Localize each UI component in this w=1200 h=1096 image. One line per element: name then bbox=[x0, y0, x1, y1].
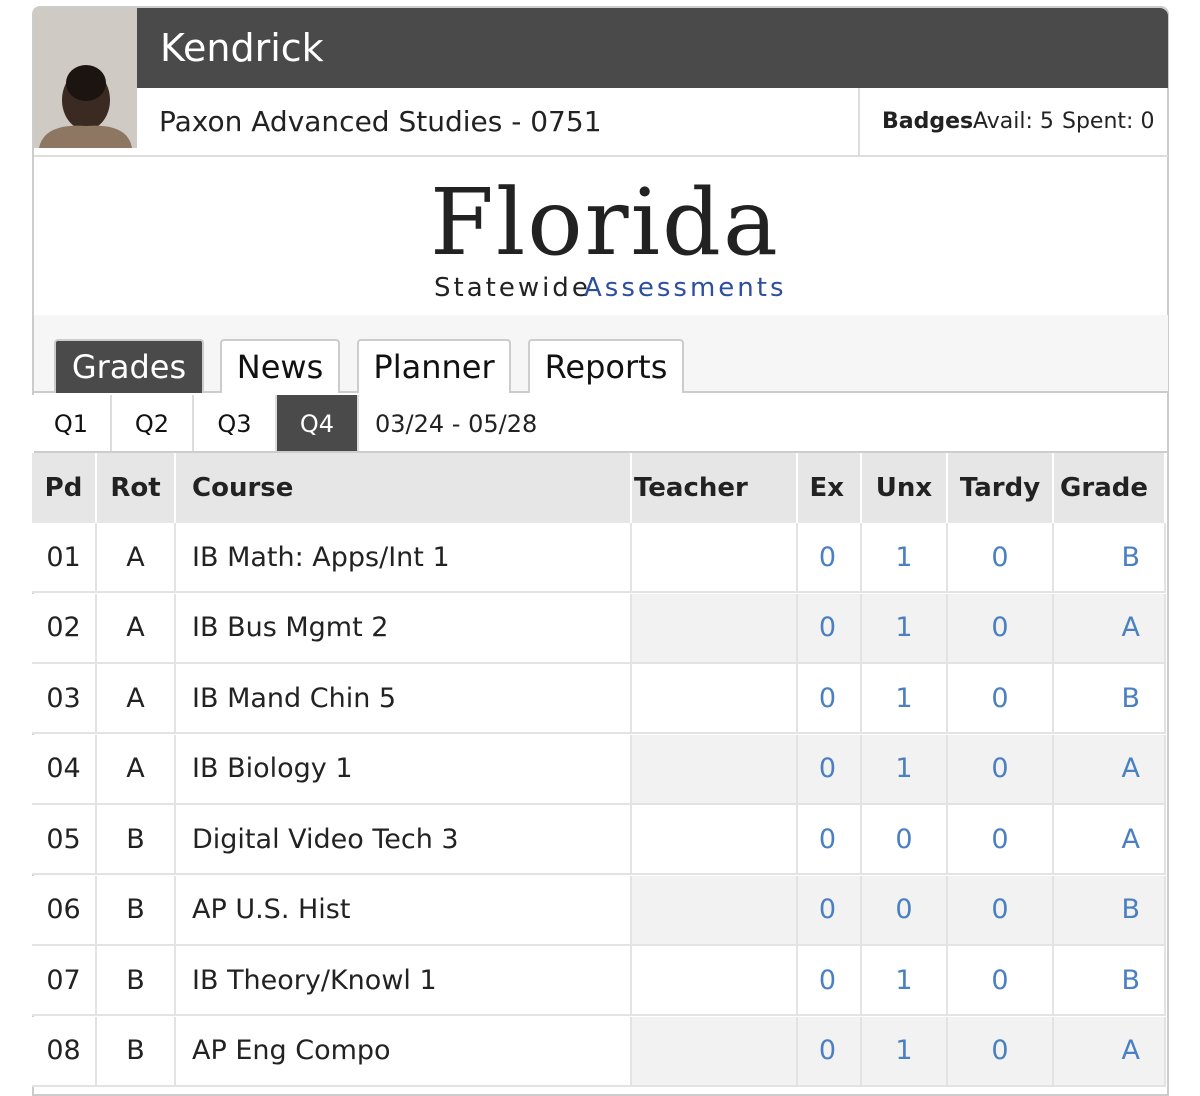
divider bbox=[34, 155, 1168, 157]
table-cell[interactable]: 0 bbox=[862, 805, 948, 875]
table-cell[interactable]: 0 bbox=[862, 875, 948, 946]
table-cell[interactable]: 0 bbox=[948, 664, 1054, 734]
table-cell bbox=[632, 664, 798, 734]
column-header: Pd bbox=[32, 453, 97, 523]
school-name: Paxon Advanced Studies - 0751 bbox=[159, 105, 602, 138]
student-photo bbox=[34, 8, 137, 148]
table-cell[interactable]: 1 bbox=[862, 664, 948, 734]
badges-spent: Spent: 0 bbox=[1062, 109, 1155, 134]
table-cell[interactable]: 1 bbox=[862, 593, 948, 664]
table-cell: B bbox=[97, 805, 176, 875]
table-cell: A bbox=[97, 593, 176, 664]
table-cell[interactable]: 0 bbox=[798, 805, 862, 875]
table-cell[interactable]: 1 bbox=[862, 946, 948, 1016]
table-cell: A bbox=[97, 664, 176, 734]
table-cell bbox=[632, 875, 798, 946]
table-cell: 06 bbox=[32, 875, 97, 946]
table-cell[interactable]: B bbox=[1054, 664, 1166, 734]
table-cell[interactable]: A bbox=[1054, 734, 1166, 805]
quarter-tab[interactable]: Q4 bbox=[277, 395, 359, 453]
table-cell: B bbox=[97, 875, 176, 946]
table-cell: AP Eng Compo bbox=[176, 1016, 632, 1087]
table-cell: A bbox=[97, 523, 176, 593]
logo-subtitle: Statewide bbox=[434, 273, 591, 303]
column-header: Teacher bbox=[632, 453, 798, 523]
photo-art bbox=[34, 8, 137, 148]
table-cell: 07 bbox=[32, 946, 97, 1016]
table-cell[interactable]: 0 bbox=[948, 1016, 1054, 1087]
table-cell[interactable]: 0 bbox=[798, 523, 862, 593]
column-header: Unx bbox=[862, 453, 948, 523]
table-cell: IB Theory/Knowl 1 bbox=[176, 946, 632, 1016]
table-cell[interactable]: A bbox=[1054, 593, 1166, 664]
table-cell bbox=[632, 523, 798, 593]
table-cell: 03 bbox=[32, 664, 97, 734]
table-cell[interactable]: 0 bbox=[798, 875, 862, 946]
quarter-tab[interactable]: Q1 bbox=[32, 395, 112, 453]
logo-title: Florida bbox=[430, 168, 780, 276]
table-cell[interactable]: 0 bbox=[948, 946, 1054, 1016]
table-cell: 04 bbox=[32, 734, 97, 805]
table-cell: IB Biology 1 bbox=[176, 734, 632, 805]
date-range: 03/24 - 05/28 bbox=[375, 410, 538, 438]
column-header: Grade bbox=[1054, 453, 1166, 523]
column-header: Tardy bbox=[948, 453, 1054, 523]
table-cell: IB Math: Apps/Int 1 bbox=[176, 523, 632, 593]
table-cell[interactable]: A bbox=[1054, 805, 1166, 875]
table-cell: B bbox=[97, 1016, 176, 1087]
student-name: Kendrick bbox=[160, 26, 324, 70]
table-cell[interactable]: 0 bbox=[948, 523, 1054, 593]
header-bar bbox=[137, 8, 1168, 88]
table-cell[interactable]: 0 bbox=[798, 1016, 862, 1087]
table-cell[interactable]: 0 bbox=[948, 734, 1054, 805]
table-cell[interactable]: 1 bbox=[862, 523, 948, 593]
table-cell: IB Bus Mgmt 2 bbox=[176, 593, 632, 664]
table-cell bbox=[632, 734, 798, 805]
table-cell[interactable]: 0 bbox=[798, 734, 862, 805]
table-cell: AP U.S. Hist bbox=[176, 875, 632, 946]
table-cell: 08 bbox=[32, 1016, 97, 1087]
table-cell: IB Mand Chin 5 bbox=[176, 664, 632, 734]
table-cell[interactable]: 0 bbox=[948, 805, 1054, 875]
table-cell[interactable]: A bbox=[1054, 1016, 1166, 1087]
divider bbox=[34, 451, 1168, 453]
tab[interactable]: Planner bbox=[357, 339, 511, 393]
table-cell bbox=[632, 946, 798, 1016]
column-header: Rot bbox=[97, 453, 176, 523]
column-header: Ex bbox=[798, 453, 862, 523]
table-cell: B bbox=[97, 946, 176, 1016]
badges-label: Badges bbox=[882, 109, 974, 134]
quarter-tab[interactable]: Q3 bbox=[194, 395, 277, 453]
tab[interactable]: News bbox=[220, 339, 340, 393]
table-cell[interactable]: 1 bbox=[862, 1016, 948, 1087]
table-cell: Digital Video Tech 3 bbox=[176, 805, 632, 875]
table-cell[interactable]: 0 bbox=[798, 946, 862, 1016]
table-cell bbox=[632, 805, 798, 875]
tab[interactable]: Grades bbox=[54, 339, 204, 393]
table-cell[interactable]: 1 bbox=[862, 734, 948, 805]
table-cell bbox=[632, 593, 798, 664]
table-cell[interactable]: 0 bbox=[948, 593, 1054, 664]
badges-avail: Avail: 5 bbox=[973, 109, 1054, 134]
tab[interactable]: Reports bbox=[528, 339, 684, 393]
divider bbox=[858, 88, 860, 155]
table-cell[interactable]: 0 bbox=[798, 593, 862, 664]
table-cell: 02 bbox=[32, 593, 97, 664]
table-cell[interactable]: 0 bbox=[798, 664, 862, 734]
logo-subtitle: Assessments bbox=[584, 273, 787, 303]
table-cell[interactable]: B bbox=[1054, 946, 1166, 1016]
table-cell bbox=[632, 1016, 798, 1087]
table-cell[interactable]: B bbox=[1054, 523, 1166, 593]
column-header: Course bbox=[176, 453, 632, 523]
table-cell[interactable]: B bbox=[1054, 875, 1166, 946]
table-cell: 01 bbox=[32, 523, 97, 593]
table-cell: 05 bbox=[32, 805, 97, 875]
quarter-tab[interactable]: Q2 bbox=[112, 395, 194, 453]
table-cell[interactable]: 0 bbox=[948, 875, 1054, 946]
table-cell: A bbox=[97, 734, 176, 805]
